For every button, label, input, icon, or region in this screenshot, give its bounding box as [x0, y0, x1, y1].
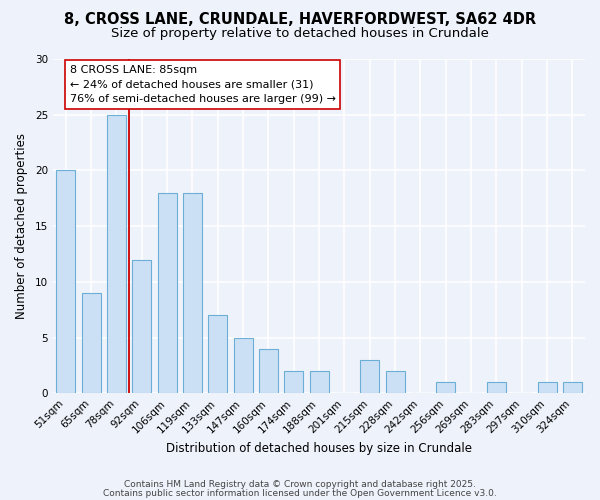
- Text: Size of property relative to detached houses in Crundale: Size of property relative to detached ho…: [111, 28, 489, 40]
- Bar: [386, 371, 404, 394]
- Bar: [487, 382, 506, 394]
- Bar: [360, 360, 379, 394]
- Bar: [208, 316, 227, 394]
- Bar: [56, 170, 75, 394]
- Bar: [538, 382, 557, 394]
- Bar: [233, 338, 253, 394]
- Bar: [82, 293, 101, 394]
- Y-axis label: Number of detached properties: Number of detached properties: [15, 133, 28, 319]
- X-axis label: Distribution of detached houses by size in Crundale: Distribution of detached houses by size …: [166, 442, 472, 455]
- Text: 8, CROSS LANE, CRUNDALE, HAVERFORDWEST, SA62 4DR: 8, CROSS LANE, CRUNDALE, HAVERFORDWEST, …: [64, 12, 536, 28]
- Bar: [158, 192, 176, 394]
- Bar: [310, 371, 329, 394]
- Bar: [132, 260, 151, 394]
- Text: 8 CROSS LANE: 85sqm
← 24% of detached houses are smaller (31)
76% of semi-detach: 8 CROSS LANE: 85sqm ← 24% of detached ho…: [70, 64, 335, 104]
- Bar: [183, 192, 202, 394]
- Bar: [107, 114, 126, 394]
- Text: Contains public sector information licensed under the Open Government Licence v3: Contains public sector information licen…: [103, 488, 497, 498]
- Bar: [259, 349, 278, 394]
- Text: Contains HM Land Registry data © Crown copyright and database right 2025.: Contains HM Land Registry data © Crown c…: [124, 480, 476, 489]
- Bar: [563, 382, 582, 394]
- Bar: [284, 371, 303, 394]
- Bar: [436, 382, 455, 394]
